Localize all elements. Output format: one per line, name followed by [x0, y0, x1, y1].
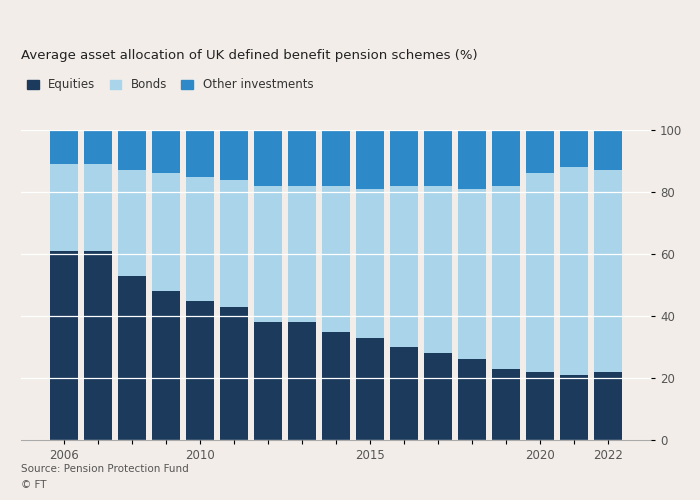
Text: Average asset allocation of UK defined benefit pension schemes (%): Average asset allocation of UK defined b…: [21, 50, 477, 62]
Bar: [254, 186, 282, 322]
Bar: [220, 306, 248, 440]
Bar: [424, 353, 452, 440]
Bar: [118, 170, 146, 276]
Bar: [458, 189, 486, 360]
Bar: [322, 186, 350, 332]
Bar: [186, 300, 214, 440]
Bar: [152, 130, 180, 174]
Bar: [594, 170, 622, 372]
Bar: [458, 360, 486, 440]
Bar: [220, 180, 248, 306]
Bar: [152, 174, 180, 291]
Bar: [390, 186, 418, 347]
Bar: [220, 130, 248, 180]
Bar: [594, 372, 622, 440]
Bar: [254, 322, 282, 440]
Bar: [254, 130, 282, 186]
Bar: [288, 130, 316, 186]
Bar: [356, 189, 384, 338]
Bar: [186, 176, 214, 300]
Bar: [186, 130, 214, 176]
Bar: [594, 130, 622, 170]
Bar: [561, 130, 588, 167]
Bar: [526, 130, 554, 174]
Text: Source: Pension Protection Fund: Source: Pension Protection Fund: [21, 464, 189, 474]
Bar: [561, 375, 588, 440]
Bar: [50, 130, 78, 164]
Bar: [322, 332, 350, 440]
Text: © FT: © FT: [21, 480, 46, 490]
Bar: [84, 164, 111, 251]
Bar: [118, 130, 146, 170]
Bar: [492, 186, 520, 368]
Legend: Equities, Bonds, Other investments: Equities, Bonds, Other investments: [27, 78, 313, 92]
Bar: [84, 130, 111, 164]
Bar: [458, 130, 486, 189]
Bar: [526, 372, 554, 440]
Bar: [424, 130, 452, 186]
Bar: [561, 167, 588, 375]
Bar: [50, 251, 78, 440]
Bar: [152, 291, 180, 440]
Bar: [390, 130, 418, 186]
Bar: [84, 251, 111, 440]
Bar: [356, 130, 384, 189]
Bar: [288, 322, 316, 440]
Bar: [424, 186, 452, 353]
Bar: [492, 368, 520, 440]
Bar: [492, 130, 520, 186]
Bar: [356, 338, 384, 440]
Bar: [50, 164, 78, 251]
Bar: [288, 186, 316, 322]
Bar: [526, 174, 554, 372]
Bar: [390, 347, 418, 440]
Bar: [322, 130, 350, 186]
Bar: [118, 276, 146, 440]
